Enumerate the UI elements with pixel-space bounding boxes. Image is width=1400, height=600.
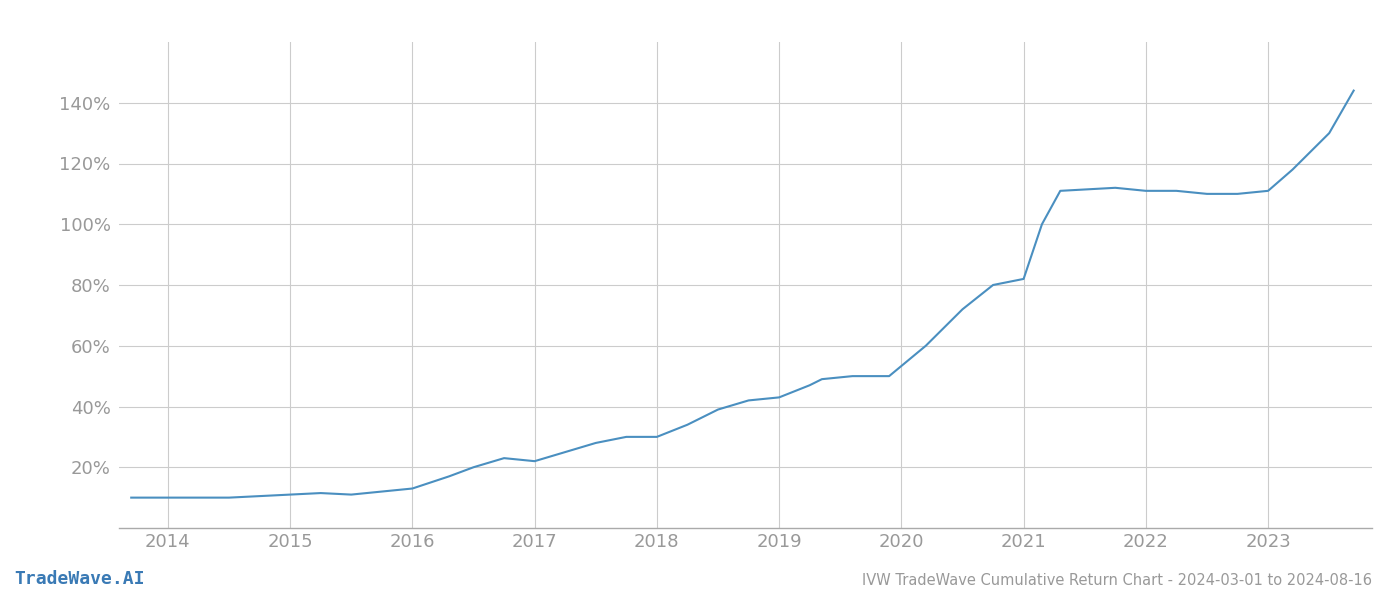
Text: TradeWave.AI: TradeWave.AI [14,570,144,588]
Text: IVW TradeWave Cumulative Return Chart - 2024-03-01 to 2024-08-16: IVW TradeWave Cumulative Return Chart - … [862,573,1372,588]
